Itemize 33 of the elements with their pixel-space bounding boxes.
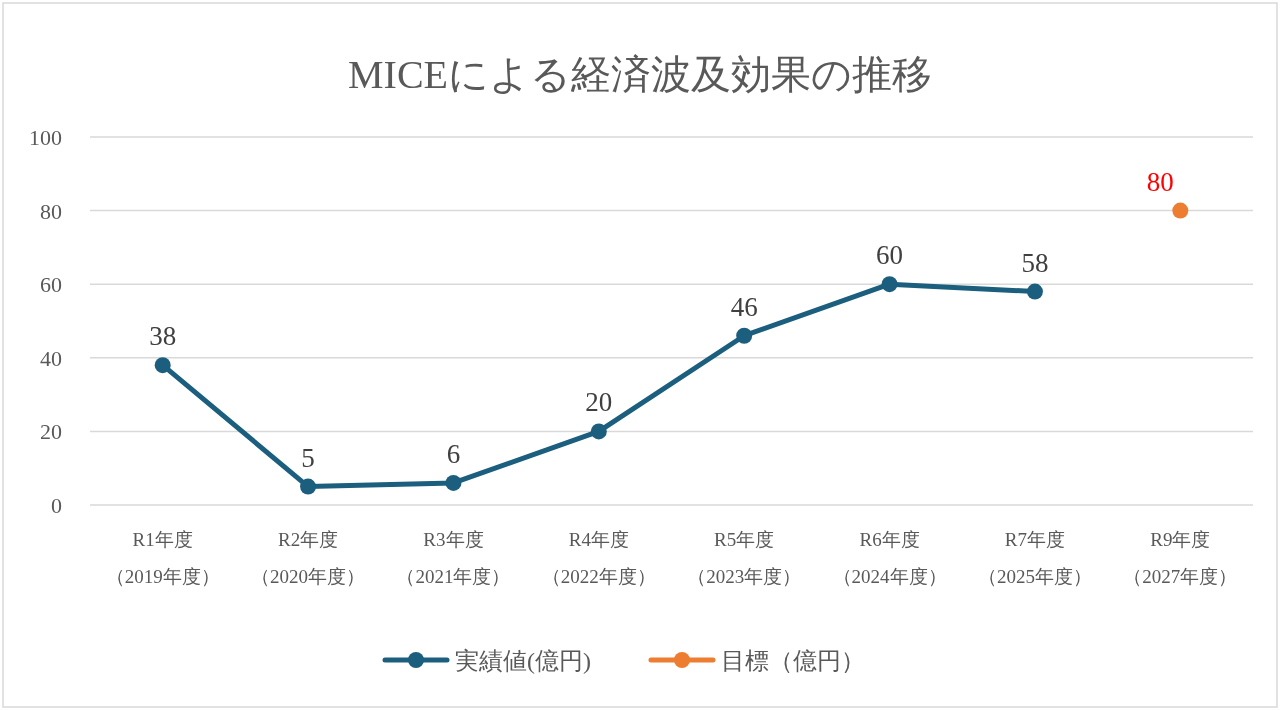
x-tick-label: R1年度（2019年度） xyxy=(105,529,220,587)
legend-label: 目標（億円） xyxy=(720,648,865,674)
x-tick-label: R9年度（2027年度） xyxy=(1123,529,1238,587)
point xyxy=(154,357,171,374)
point xyxy=(736,327,753,344)
data-label: 46 xyxy=(730,291,758,322)
data-label: 60 xyxy=(876,240,904,271)
y-tick-label: 0 xyxy=(51,493,62,518)
x-tick-label: R7年度（2025年度） xyxy=(977,529,1092,587)
y-tick-label: 80 xyxy=(40,198,62,224)
point xyxy=(881,276,898,293)
x-tick-label: R2年度（2020年度） xyxy=(251,529,366,587)
data-label: 80 xyxy=(1146,166,1174,197)
x-tick-label: R6年度（2024年度） xyxy=(832,529,947,587)
point xyxy=(300,478,317,495)
y-tick-label: 40 xyxy=(40,345,62,371)
x-tick-label: R4年度（2022年度） xyxy=(541,529,656,587)
point xyxy=(445,474,462,491)
point xyxy=(1172,202,1189,219)
data-label: 20 xyxy=(585,387,613,418)
point xyxy=(590,423,607,440)
y-tick-label: 100 xyxy=(29,125,62,150)
data-label: 38 xyxy=(149,321,177,352)
data-label: 5 xyxy=(301,442,315,473)
y-tick-label: 20 xyxy=(40,419,62,445)
point xyxy=(1026,283,1043,300)
chart-title: MICEによる経済波及効果の推移 xyxy=(348,52,932,97)
x-tick-label: R5年度（2023年度） xyxy=(687,529,802,587)
legend-label: 実績値(億円) xyxy=(455,648,591,674)
y-tick-label: 60 xyxy=(40,272,62,298)
data-label: 58 xyxy=(1021,247,1049,278)
data-label: 6 xyxy=(446,438,461,469)
x-tick-label: R3年度（2021年度） xyxy=(396,529,511,587)
